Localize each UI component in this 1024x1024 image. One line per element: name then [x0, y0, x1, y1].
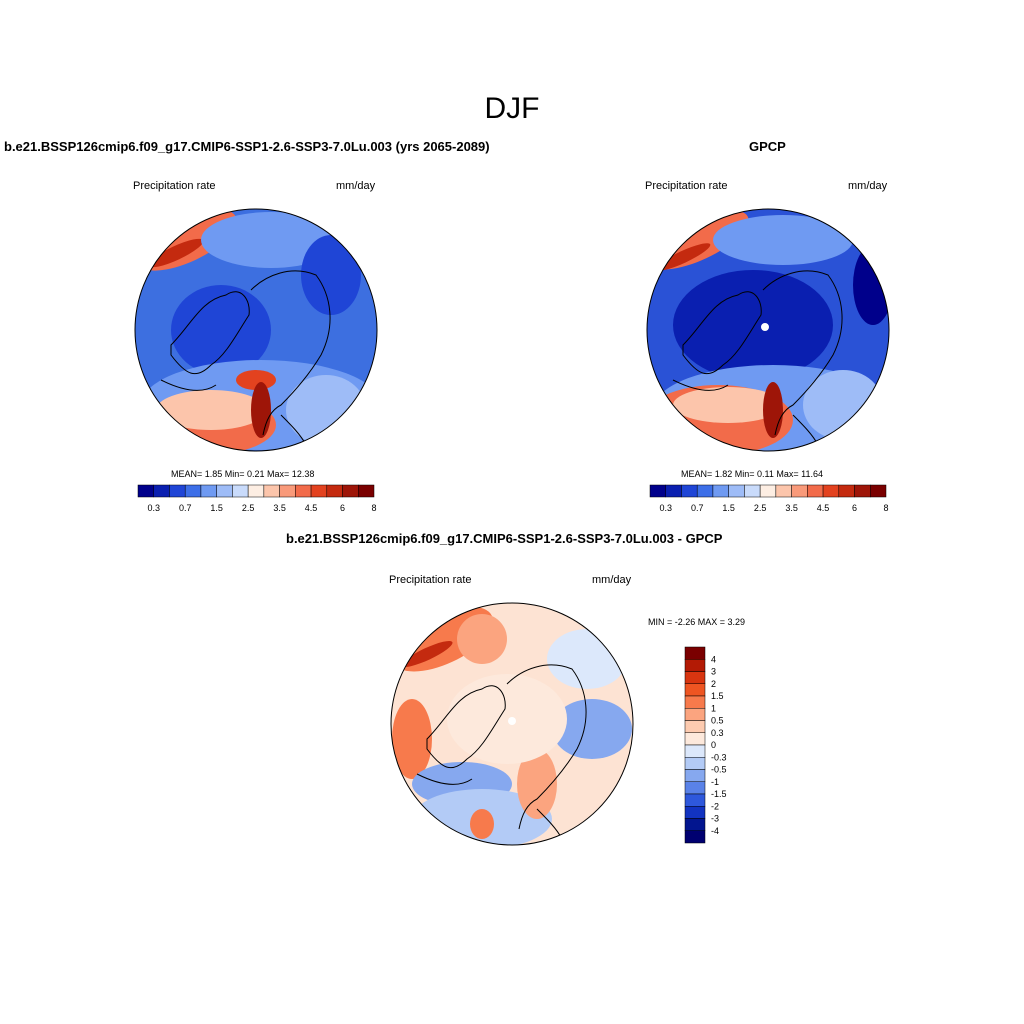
colorbar-swatch	[310, 484, 328, 498]
colorbar-tick-label: -0.3	[711, 752, 727, 762]
colorbar-tick-label: 1.5	[210, 503, 223, 513]
colorbar-tick-label: 0.3	[659, 503, 672, 513]
figure-title: DJF	[484, 92, 540, 125]
colorbar-tick-label: -1	[711, 777, 719, 787]
colorbar-tick-label: 1.5	[711, 691, 724, 701]
colorbar-swatch	[247, 484, 265, 498]
colorbar-swatch	[295, 484, 312, 498]
colorbar-tick-label: 1.5	[722, 503, 735, 513]
colorbar-swatch	[232, 484, 249, 498]
panel2-units-label: mm/day	[848, 180, 888, 192]
colorbar-swatch	[169, 484, 186, 498]
panel2-title: GPCP	[749, 139, 786, 154]
colorbar-swatch	[854, 484, 871, 498]
colorbar-tick-label: 4	[711, 654, 716, 664]
colorbar-swatch	[200, 484, 217, 498]
colorbar-swatch	[822, 484, 840, 498]
colorbar-swatch	[358, 484, 375, 498]
colorbar-tick-label: 8	[883, 503, 888, 513]
colorbar-swatch	[728, 484, 745, 498]
colorbar-tick-label: 4.5	[305, 503, 318, 513]
colorbar-tick-label: 3.5	[785, 503, 798, 513]
colorbar-tick-label: -3	[711, 814, 719, 824]
colorbar-swatch	[137, 484, 154, 498]
colorbar-swatch	[775, 484, 792, 498]
colorbar-swatch	[681, 484, 698, 498]
panel1-title: b.e21.BSSP126cmip6.f09_g17.CMIP6-SSP1-2.…	[4, 139, 490, 154]
colorbar-swatch	[326, 484, 343, 498]
colorbar-swatch	[696, 484, 714, 498]
panel1-polar-map	[134, 208, 378, 452]
panel3-colorbar: 4 3 2 1.5 1 0.5 0.3 0 -0.3 -0.5 -1 -1.5 -2 -3 -4	[684, 646, 727, 844]
colorbar-swatch	[684, 781, 706, 795]
colorbar-tick-label: 2.5	[754, 503, 767, 513]
panel3-variable-label: Precipitation rate	[389, 574, 472, 586]
colorbar-swatch	[791, 484, 808, 498]
panel2-colorbar: 0.3 0.7 1.5 2.5 3.5 4.5 6 8	[649, 484, 889, 513]
colorbar-swatch	[684, 671, 706, 684]
colorbar-swatch	[684, 806, 706, 819]
colorbar-swatch	[684, 769, 706, 782]
panel3-units-label: mm/day	[592, 574, 632, 586]
colorbar-swatch	[684, 708, 706, 721]
colorbar-swatch	[184, 484, 202, 498]
colorbar-tick-label: 6	[852, 503, 857, 513]
colorbar-swatch	[665, 484, 682, 498]
colorbar-swatch	[342, 484, 359, 498]
colorbar-swatch	[684, 793, 706, 807]
colorbar-swatch	[838, 484, 855, 498]
panel2-polar-map	[646, 208, 890, 452]
colorbar-swatch	[684, 732, 706, 746]
colorbar-tick-label: 0.7	[179, 503, 192, 513]
panel1-units-label: mm/day	[336, 180, 376, 192]
colorbar-tick-label: -1.5	[711, 789, 727, 799]
panel1-stats: MEAN= 1.85 Min= 0.21 Max= 12.38	[171, 469, 315, 479]
colorbar-swatch	[870, 484, 887, 498]
colorbar-tick-label: -2	[711, 801, 719, 811]
panel1-colorbar: 0.3 0.7 1.5 2.5 3.5 4.5 6 8	[137, 484, 377, 513]
colorbar-swatch	[263, 484, 280, 498]
colorbar-tick-label: 6	[340, 503, 345, 513]
colorbar-swatch	[279, 484, 296, 498]
panel2-variable-label: Precipitation rate	[645, 180, 728, 192]
panel3-polar-map	[390, 602, 634, 846]
colorbar-swatch	[153, 484, 170, 498]
colorbar-swatch	[684, 695, 706, 709]
colorbar-tick-label: 0.7	[691, 503, 704, 513]
panel2-stats: MEAN= 1.82 Min= 0.11 Max= 11.64	[681, 469, 823, 479]
colorbar-swatch	[684, 818, 706, 831]
colorbar-swatch	[684, 744, 706, 758]
colorbar-tick-label: 0.5	[711, 716, 724, 726]
colorbar-tick-label: 3	[711, 667, 716, 677]
panel3-title: b.e21.BSSP126cmip6.f09_g17.CMIP6-SSP1-2.…	[286, 531, 723, 546]
colorbar-tick-label: 2.5	[242, 503, 255, 513]
colorbar-tick-label: -0.5	[711, 765, 727, 775]
colorbar-tick-label: 0.3	[711, 728, 724, 738]
colorbar-tick-label: 4.5	[817, 503, 830, 513]
colorbar-swatch	[684, 830, 706, 844]
colorbar-swatch	[649, 484, 666, 498]
colorbar-swatch	[712, 484, 729, 498]
colorbar-swatch	[744, 484, 761, 498]
colorbar-swatch	[684, 757, 706, 770]
colorbar-tick-label: 0	[711, 740, 716, 750]
panel3-stats: MIN = -2.26 MAX = 3.29	[648, 617, 746, 627]
colorbar-swatch	[684, 720, 706, 733]
colorbar-tick-label: 3.5	[273, 503, 286, 513]
colorbar-swatch	[684, 659, 706, 672]
panel1-variable-label: Precipitation rate	[133, 180, 216, 192]
colorbar-swatch	[759, 484, 777, 498]
colorbar-tick-label: 0.3	[147, 503, 160, 513]
colorbar-swatch	[807, 484, 824, 498]
colorbar-tick-label: -4	[711, 826, 719, 836]
colorbar-tick-label: 2	[711, 679, 716, 689]
colorbar-tick-label: 1	[711, 703, 716, 713]
colorbar-swatch	[684, 646, 706, 660]
colorbar-tick-label: 8	[371, 503, 376, 513]
colorbar-swatch	[216, 484, 233, 498]
colorbar-swatch	[684, 683, 706, 697]
